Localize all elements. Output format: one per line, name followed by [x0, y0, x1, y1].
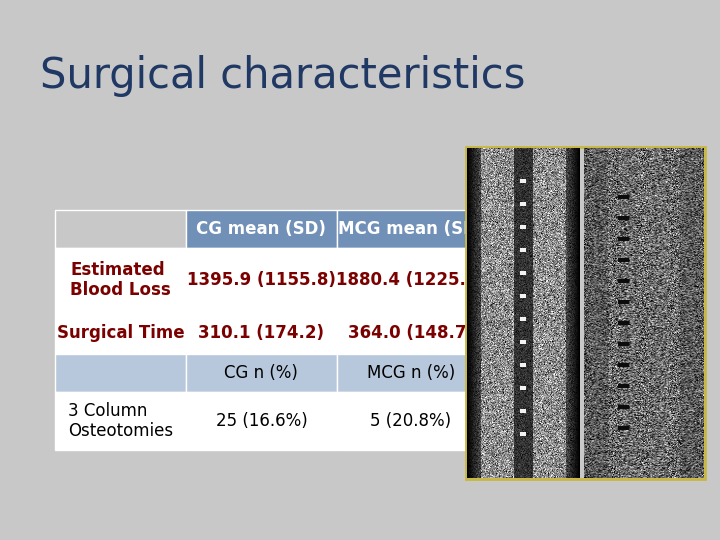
Bar: [186, 312, 337, 354]
Bar: [337, 312, 485, 354]
Bar: [186, 248, 337, 312]
Text: 5 (20.8%): 5 (20.8%): [370, 412, 451, 430]
Text: 364.0 (148.7): 364.0 (148.7): [348, 324, 474, 342]
Bar: [337, 354, 485, 392]
Bar: [186, 392, 337, 450]
Text: 3 Column
Osteotomies: 3 Column Osteotomies: [68, 402, 173, 441]
Text: 25 (16.6%): 25 (16.6%): [215, 412, 307, 430]
Bar: [466, 147, 705, 479]
Text: Estimated
Blood Loss: Estimated Blood Loss: [71, 261, 171, 299]
Bar: [337, 248, 485, 312]
Bar: [186, 354, 337, 392]
Text: CG n (%): CG n (%): [225, 364, 298, 382]
Bar: [337, 392, 485, 450]
Text: MCG n (%): MCG n (%): [366, 364, 455, 382]
Text: Surgical Time: Surgical Time: [57, 324, 184, 342]
Bar: [55, 248, 186, 312]
Bar: [337, 210, 485, 248]
Bar: [55, 312, 186, 354]
Bar: [55, 392, 186, 450]
Bar: [186, 210, 337, 248]
Text: 1880.4 (1225.7): 1880.4 (1225.7): [336, 271, 485, 289]
Text: Surgical characteristics: Surgical characteristics: [40, 55, 526, 97]
Text: MCG mean (SD): MCG mean (SD): [338, 220, 484, 238]
Text: 310.1 (174.2): 310.1 (174.2): [199, 324, 325, 342]
Text: CG mean (SD): CG mean (SD): [197, 220, 326, 238]
Text: 1395.9 (1155.8): 1395.9 (1155.8): [187, 271, 336, 289]
Bar: [55, 354, 186, 392]
Bar: [55, 210, 186, 248]
